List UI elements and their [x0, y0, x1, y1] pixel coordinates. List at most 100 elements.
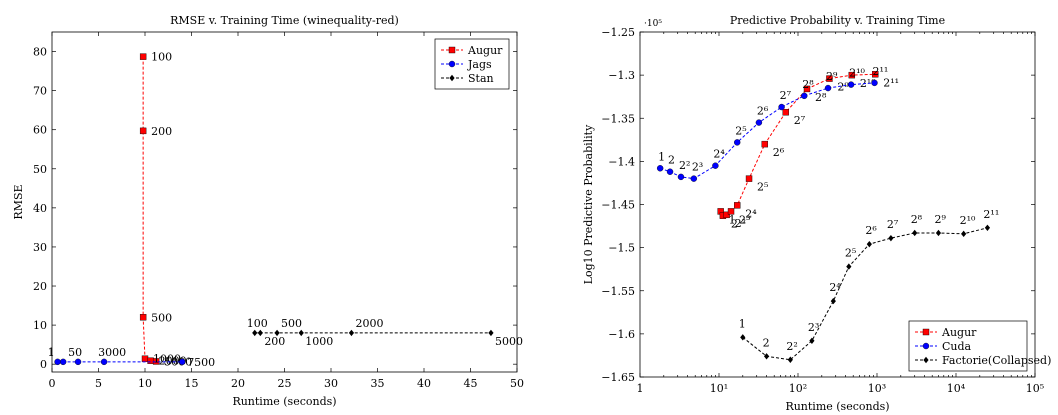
x-tick-label: 15 — [185, 377, 199, 390]
data-point-cuda — [712, 162, 719, 169]
point-label-stan: 5000 — [495, 335, 523, 348]
y-tick-label: −1.5 — [608, 242, 635, 255]
x-axis-label: Runtime (seconds) — [232, 395, 336, 408]
data-point-cuda — [778, 103, 785, 111]
data-point-augur — [826, 75, 833, 82]
data-point-factorie-collapsed — [888, 234, 894, 242]
data-point-augur — [745, 175, 753, 182]
point-label-augur: 2⁹ — [837, 81, 849, 94]
point-label-jags: 7500 — [187, 356, 215, 369]
point-label-augur: 1 — [729, 213, 736, 226]
point-label-factorie-collapsed: 1 — [739, 317, 746, 330]
x-tick-label: 10¹ — [710, 382, 728, 395]
data-point-factorie-collapsed — [787, 356, 793, 363]
x-tick-label: 45 — [464, 377, 478, 390]
x-tick-label: 35 — [371, 377, 385, 390]
data-point-augur — [141, 355, 149, 362]
predictive-probability-chart: Predictive Probability v. Training Time R… — [582, 14, 1051, 413]
legend-label-augur: Augur — [467, 44, 503, 57]
data-point-cuda — [734, 139, 741, 146]
data-point-stan — [348, 329, 355, 337]
data-point-augur — [761, 140, 769, 148]
point-label-cuda: 2⁸ — [802, 78, 814, 91]
legend-marker-augur — [922, 328, 930, 336]
point-label-factorie-collapsed: 2¹⁰ — [960, 214, 976, 227]
data-point-augur — [872, 71, 879, 78]
data-point-augur — [139, 314, 147, 321]
y-tick-label: −1.45 — [601, 199, 635, 212]
data-point-augur — [782, 109, 789, 116]
data-point-stan — [257, 329, 263, 337]
y-tick-label: 10 — [33, 319, 47, 332]
legend-label-factorie-collapsed: Factorie(Collapsed) — [942, 354, 1051, 367]
data-point-cuda — [755, 119, 763, 126]
point-label-factorie-collapsed: 2⁹ — [934, 213, 946, 226]
y-tick-label: 20 — [33, 280, 47, 293]
point-label-cuda: 2⁴ — [713, 148, 725, 161]
data-point-factorie-collapsed — [961, 230, 967, 238]
data-point-factorie-collapsed — [984, 224, 991, 231]
point-label-augur: 500 — [151, 311, 172, 324]
point-label-cuda: 2⁵ — [735, 124, 746, 137]
legend-marker-jags — [448, 60, 456, 68]
x-tick-label: 5 — [95, 377, 102, 390]
point-label-factorie-collapsed: 2³ — [808, 321, 819, 334]
point-label-augur: 2³ — [739, 213, 750, 226]
data-point-jags — [54, 358, 61, 366]
data-point-factorie-collapsed — [935, 229, 942, 237]
data-point-cuda — [847, 81, 855, 88]
legend-label-cuda: Cuda — [942, 340, 972, 353]
point-label-factorie-collapsed: 2⁷ — [887, 218, 899, 231]
point-label-cuda: 1 — [658, 150, 665, 163]
data-point-factorie-collapsed — [830, 297, 836, 305]
data-point-cuda — [690, 175, 698, 182]
data-point-augur — [734, 202, 741, 209]
data-point-jags — [100, 358, 108, 366]
data-point-stan — [274, 329, 280, 337]
point-label-stan: 200 — [264, 335, 285, 348]
point-label-factorie-collapsed: 2⁵ — [845, 247, 856, 260]
x-tick-label: 10² — [789, 382, 807, 395]
series-jags: 1 50 3000 7500 — [48, 346, 216, 369]
data-point-cuda — [666, 168, 674, 175]
y-tick-label: −1.25 — [601, 26, 635, 39]
y-tick-label: 30 — [33, 241, 47, 254]
x-tick-label: 30 — [324, 377, 338, 390]
point-label-augur: 2⁵ — [757, 181, 768, 194]
y-axis-label: RMSE — [12, 184, 25, 219]
series-line-augur — [720, 73, 876, 217]
x-axis-label: Runtime (seconds) — [785, 400, 889, 413]
chart-title: RMSE v. Training Time (winequality-red) — [170, 14, 399, 27]
point-label-jags: 1 — [48, 346, 55, 359]
point-label-cuda: 2⁹ — [826, 70, 838, 83]
y-tick-label: 70 — [33, 85, 47, 98]
point-label-stan: 500 — [281, 317, 302, 330]
data-point-cuda — [801, 92, 808, 100]
x-tick-label: 10⁴ — [947, 382, 966, 395]
point-label-augur: 2⁴ — [745, 207, 757, 220]
data-point-jags — [178, 358, 186, 366]
y-tick-label: 80 — [33, 46, 47, 59]
legend-marker-cuda — [922, 342, 930, 350]
point-label-factorie-collapsed: 2⁸ — [911, 213, 923, 226]
data-point-factorie-collapsed — [912, 229, 918, 237]
legend-marker-augur — [448, 46, 456, 54]
legend-label-jags: Jags — [467, 58, 492, 71]
data-point-stan — [488, 329, 494, 337]
data-point-cuda — [656, 165, 664, 172]
y-tick-label: 50 — [33, 163, 47, 176]
legend-label-augur: Augur — [941, 326, 977, 339]
point-label-cuda: 2⁷ — [780, 89, 792, 102]
data-point-cuda — [677, 173, 685, 181]
data-point-stan — [252, 329, 258, 337]
point-label-augur: 2¹¹ — [883, 76, 899, 89]
x-tick-label: 10³ — [868, 382, 886, 395]
point-label-jags: 50 — [68, 346, 82, 359]
